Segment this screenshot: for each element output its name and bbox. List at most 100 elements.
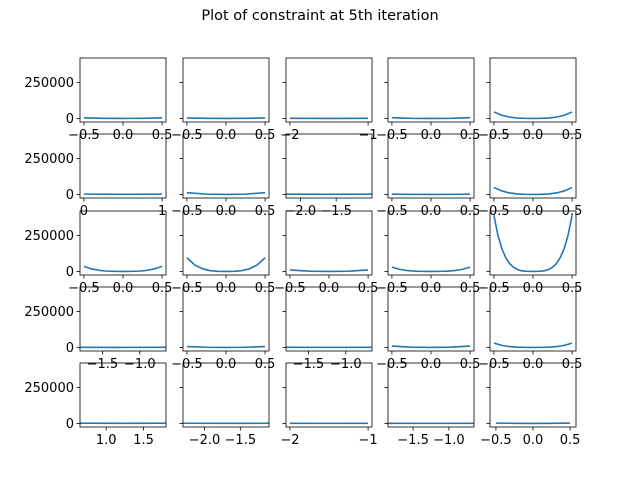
axes-frame [387, 362, 475, 428]
subplot-r4-c2: −2 −1 [280, 362, 378, 448]
axes-frame [79, 57, 167, 123]
x-tick-label: −0.5 [478, 357, 510, 372]
x-tick-label: 0.5 [562, 204, 583, 219]
series-line [83, 117, 163, 120]
x-tick-label: 0.5 [152, 128, 173, 143]
x-tick-label: −0.5 [68, 281, 100, 296]
x-tick-label: −1.5 [320, 204, 352, 219]
x-tick-label: −1 [359, 433, 378, 448]
x-tick-label: 0.0 [523, 128, 544, 143]
series-line [186, 345, 266, 349]
x-tick-label: 1 [158, 204, 166, 219]
x-tick-label: −0.5 [376, 281, 408, 296]
subplot-r3-c2: −1.5 −1.0 [282, 286, 373, 372]
subplot-r3-c4: −0.5 0.0 0.5 [478, 286, 583, 372]
x-tick-label: 0.0 [523, 433, 544, 448]
x-tick-label: 0.5 [152, 281, 173, 296]
figure-title: Plot of constraint at 5th iteration [201, 8, 439, 24]
series-line [83, 265, 163, 273]
x-tick-label: −0.5 [376, 357, 408, 372]
x-tick-label: −1.0 [124, 357, 156, 372]
subplot-r4-c0: 1.0 1.5 0 250000 [24, 362, 167, 448]
subplot-r1-c1: −0.5 0.0 0.5 [171, 133, 276, 219]
x-tick-label: −0.5 [171, 204, 203, 219]
x-tick-label: −0.5 [274, 281, 306, 296]
axes-frame [285, 362, 373, 428]
subplot-r1-c4: −0.5 0.0 0.5 [478, 133, 583, 219]
x-tick-label: 0.0 [216, 281, 237, 296]
subplot-r0-c0: −0.5 0.0 0.5 0 250000 [24, 57, 173, 143]
x-tick-label: 0.0 [421, 128, 442, 143]
x-tick-label: −1.5 [87, 357, 119, 372]
x-tick-label: −1.0 [433, 433, 465, 448]
axes-frame [79, 286, 167, 352]
y-tick-label: 0 [66, 188, 74, 203]
x-tick-label: −0.5 [478, 281, 510, 296]
axes-frame [79, 133, 167, 199]
x-tick-label: 1.0 [96, 433, 117, 448]
subplot-r0-c3: −0.5 0.0 0.5 [376, 57, 481, 143]
x-tick-label: 0.5 [560, 433, 581, 448]
subplot-r1-c3: −0.5 0.0 0.5 [376, 133, 480, 219]
subplot-r4-c1: −2.0 −1.5 [179, 362, 270, 448]
series-line [391, 116, 471, 120]
x-tick-label: 0.5 [460, 128, 481, 143]
series-line [493, 215, 573, 273]
x-tick-label: 0.5 [255, 204, 276, 219]
x-tick-label: 0.0 [523, 281, 544, 296]
axes-frame [285, 210, 373, 276]
axes-frame [387, 133, 475, 199]
axes-frame [182, 286, 270, 352]
y-tick-label: 0 [66, 112, 74, 127]
axes-frame [489, 210, 577, 276]
axes-frame [489, 57, 577, 123]
x-tick-label: 0.5 [562, 357, 583, 372]
x-tick-label: −1.5 [225, 433, 257, 448]
y-tick-label: 0 [66, 417, 74, 432]
x-tick-label: 1.5 [133, 433, 154, 448]
subplot-r2-c4: −0.5 0.0 0.5 [478, 210, 583, 296]
subplot-r4-c3: −1.5 −1.0 [384, 362, 475, 448]
axes-frame [182, 133, 270, 199]
subplot-r4-c4: −0.5 0.0 0.5 [480, 362, 581, 448]
subplot-r3-c1: −0.5 0.0 0.5 [171, 286, 275, 372]
y-tick-label: 250000 [24, 76, 74, 91]
y-tick-label: 0 [66, 341, 74, 356]
x-tick-label: −2 [280, 128, 299, 143]
subplot-r3-c0: −1.5 −1.0 0 250000 [24, 286, 167, 372]
x-tick-label: 0.5 [358, 281, 379, 296]
series-line [493, 342, 573, 349]
series-line [391, 266, 471, 273]
x-tick-label: −0.5 [68, 128, 100, 143]
series-line [186, 191, 266, 196]
x-tick-label: 0.5 [255, 128, 276, 143]
axes-frame [79, 362, 167, 428]
x-tick-label: 0.0 [216, 204, 237, 219]
x-tick-label: −1.5 [293, 357, 325, 372]
subplot-r2-c0: −0.5 0.0 0.5 0 250000 [24, 210, 173, 296]
x-tick-label: −2.0 [189, 433, 221, 448]
x-tick-label: 0.5 [562, 281, 583, 296]
x-tick-label: −0.5 [171, 128, 203, 143]
axes-frame [387, 286, 475, 352]
x-tick-label: 0 [80, 204, 88, 219]
axes-frame [489, 133, 577, 199]
axes-frame [387, 57, 475, 123]
x-tick-label: −1.5 [397, 433, 429, 448]
subplot-r0-c1: −0.5 0.0 0.5 [171, 57, 276, 143]
x-tick-label: 0.0 [421, 357, 442, 372]
y-tick-label: 0 [66, 265, 74, 280]
series-line [493, 186, 573, 196]
subplot-r2-c3: −0.5 0.0 0.5 [376, 210, 480, 296]
x-tick-label: 0.0 [216, 128, 237, 143]
subplot-r1-c2: −2.0 −1.5 [282, 133, 373, 219]
x-tick-label: −0.5 [376, 128, 408, 143]
axes-frame [387, 210, 475, 276]
axes-frame [285, 286, 373, 352]
x-tick-label: 0.0 [113, 128, 134, 143]
x-tick-label: −0.5 [376, 204, 408, 219]
x-tick-label: 0.0 [421, 281, 442, 296]
x-tick-label: −0.5 [480, 433, 512, 448]
x-tick-label: −2 [280, 433, 299, 448]
subplot-r2-c2: −0.5 0.0 0.5 [274, 210, 379, 296]
